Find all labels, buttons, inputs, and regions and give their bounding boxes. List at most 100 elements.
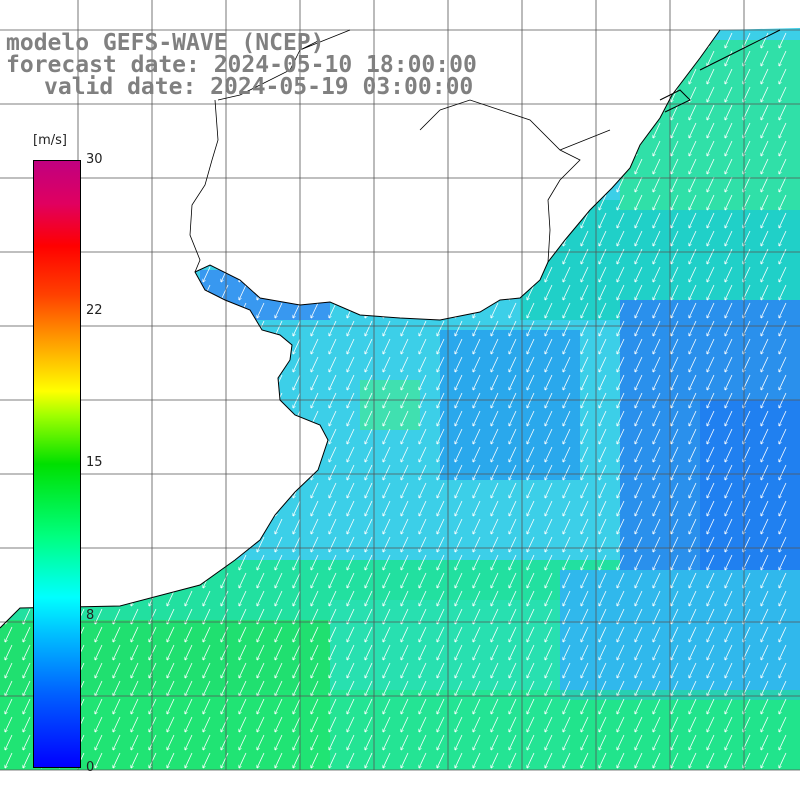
wind-arrow: [365, 482, 373, 498]
wind-arrow: [707, 554, 715, 570]
wind-arrow: [725, 626, 733, 642]
wind-arrow: [167, 644, 175, 660]
wind-arrow: [671, 212, 679, 228]
wind-arrow: [617, 212, 625, 228]
wind-arrow: [725, 266, 733, 282]
wind-arrow: [185, 644, 193, 660]
wind-arrow: [383, 554, 391, 570]
wind-arrow: [293, 356, 301, 372]
wind-arrow: [545, 572, 553, 588]
wind-arrow: [707, 356, 715, 372]
wind-arrow: [671, 122, 679, 138]
wind-arrow: [653, 302, 661, 318]
wind-arrow: [653, 194, 661, 210]
wind-arrow: [779, 518, 787, 534]
wind-arrow: [401, 608, 409, 624]
wind-arrow: [653, 392, 661, 408]
wind-arrow: [473, 464, 481, 480]
wind-arrow: [347, 536, 355, 552]
wind-arrow: [653, 554, 661, 570]
wind-arrow: [725, 86, 733, 102]
wind-arrow: [401, 338, 409, 354]
wind-arrow: [545, 536, 553, 552]
wind-arrow: [779, 50, 787, 66]
wind-arrow: [185, 590, 193, 606]
wind-arrow: [779, 284, 787, 300]
wind-arrow: [671, 338, 679, 354]
wind-arrow: [419, 428, 427, 444]
wind-arrow: [779, 68, 787, 84]
wind-arrow: [635, 284, 643, 300]
wind-arrow: [473, 644, 481, 660]
wind-arrow: [311, 374, 319, 390]
wind-arrow: [617, 392, 625, 408]
wind-arrow: [617, 194, 625, 210]
wind-arrow: [689, 266, 697, 282]
wind-arrow: [275, 572, 283, 588]
wind-arrow: [329, 374, 337, 390]
wind-arrow: [365, 554, 373, 570]
wind-arrow: [653, 122, 661, 138]
wind-arrow: [527, 644, 535, 660]
wind-arrow: [509, 356, 517, 372]
wind-arrow: [437, 518, 445, 534]
wind-arrow: [401, 410, 409, 426]
wind-arrow: [761, 536, 769, 552]
wind-arrow: [239, 572, 247, 588]
wind-arrow: [581, 230, 589, 246]
wind-arrow: [347, 572, 355, 588]
wind-arrow: [779, 554, 787, 570]
wind-arrow: [689, 194, 697, 210]
wind-arrow: [563, 518, 571, 534]
wind-arrow: [329, 518, 337, 534]
wind-arrow: [257, 608, 265, 624]
wind-arrow: [347, 428, 355, 444]
wind-arrow: [653, 644, 661, 660]
wind-arrow: [671, 428, 679, 444]
wind-arrow: [401, 356, 409, 372]
wind-arrow: [275, 626, 283, 642]
wind-arrow: [563, 248, 571, 264]
wind-arrow: [455, 608, 463, 624]
wind-arrow: [707, 428, 715, 444]
wind-arrow: [617, 320, 625, 336]
wind-arrow: [635, 392, 643, 408]
wind-arrow: [221, 284, 229, 300]
wind-arrow: [689, 518, 697, 534]
wind-arrow: [527, 608, 535, 624]
wind-arrow: [635, 572, 643, 588]
wind-arrow: [365, 320, 373, 336]
wind-arrow: [347, 518, 355, 534]
wind-arrow: [473, 392, 481, 408]
wind-arrow: [545, 302, 553, 318]
wind-arrow: [257, 302, 265, 318]
wind-arrow: [437, 446, 445, 462]
wind-arrow: [671, 176, 679, 192]
wind-arrow: [275, 554, 283, 570]
wind-arrow: [419, 536, 427, 552]
wind-arrow: [653, 500, 661, 516]
wind-arrow: [419, 572, 427, 588]
wind-arrow: [581, 482, 589, 498]
wind-arrow: [527, 374, 535, 390]
wind-arrow: [761, 104, 769, 120]
wind-arrow: [761, 266, 769, 282]
wind-arrow: [617, 590, 625, 606]
wind-arrow: [185, 608, 193, 624]
wind-arrow: [545, 554, 553, 570]
wind-arrow: [383, 356, 391, 372]
wind-arrow: [653, 536, 661, 552]
wind-arrow: [581, 428, 589, 444]
wind-arrow: [725, 464, 733, 480]
wind-arrow: [707, 392, 715, 408]
wind-arrow: [491, 482, 499, 498]
wind-arrow: [653, 266, 661, 282]
wind-arrow: [581, 626, 589, 642]
wind-arrow: [527, 392, 535, 408]
wind-arrow: [599, 212, 607, 228]
wind-arrow: [581, 356, 589, 372]
wind-arrow: [653, 230, 661, 246]
wind-arrow: [779, 32, 787, 48]
wind-arrow: [275, 536, 283, 552]
wind-arrow: [383, 590, 391, 606]
